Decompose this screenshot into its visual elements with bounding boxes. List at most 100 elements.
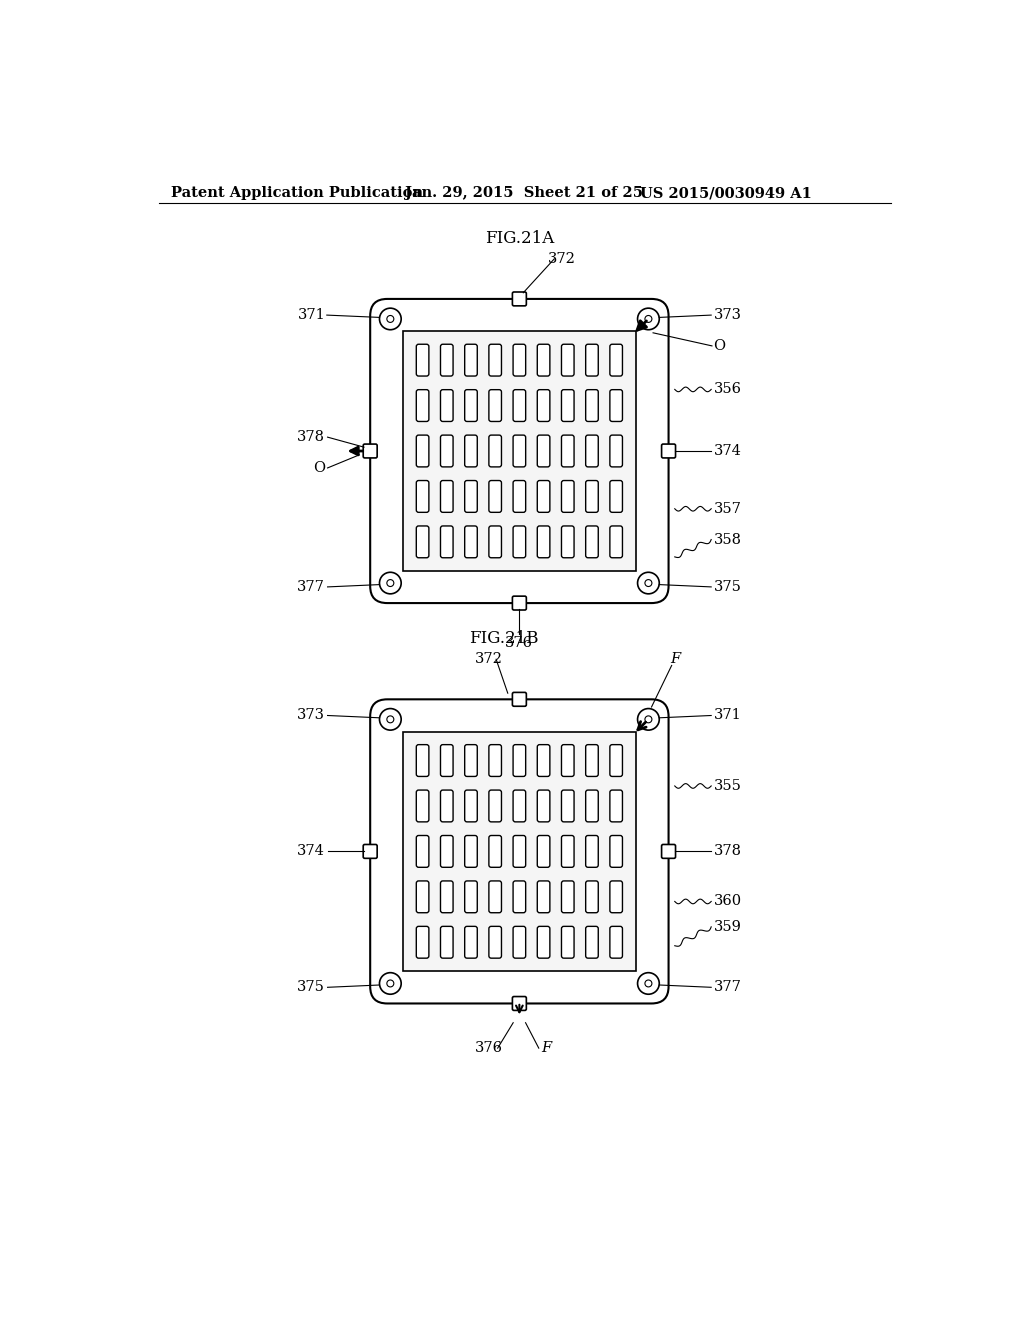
- FancyBboxPatch shape: [610, 436, 623, 467]
- FancyBboxPatch shape: [561, 927, 574, 958]
- FancyBboxPatch shape: [538, 389, 550, 421]
- FancyBboxPatch shape: [561, 345, 574, 376]
- FancyBboxPatch shape: [610, 480, 623, 512]
- FancyBboxPatch shape: [561, 389, 574, 421]
- Text: O: O: [313, 461, 326, 475]
- FancyBboxPatch shape: [371, 700, 669, 1003]
- Circle shape: [387, 979, 394, 987]
- FancyBboxPatch shape: [610, 525, 623, 558]
- FancyBboxPatch shape: [440, 389, 453, 421]
- FancyBboxPatch shape: [538, 880, 550, 912]
- FancyBboxPatch shape: [561, 836, 574, 867]
- FancyBboxPatch shape: [465, 836, 477, 867]
- FancyBboxPatch shape: [417, 927, 429, 958]
- FancyBboxPatch shape: [488, 389, 502, 421]
- FancyBboxPatch shape: [512, 693, 526, 706]
- FancyBboxPatch shape: [488, 880, 502, 912]
- FancyBboxPatch shape: [586, 525, 598, 558]
- FancyBboxPatch shape: [610, 880, 623, 912]
- FancyBboxPatch shape: [512, 292, 526, 306]
- FancyBboxPatch shape: [417, 836, 429, 867]
- FancyBboxPatch shape: [371, 298, 669, 603]
- FancyBboxPatch shape: [513, 480, 525, 512]
- FancyBboxPatch shape: [586, 880, 598, 912]
- FancyBboxPatch shape: [440, 880, 453, 912]
- FancyBboxPatch shape: [440, 345, 453, 376]
- FancyBboxPatch shape: [488, 525, 502, 558]
- Text: FIG.21B: FIG.21B: [469, 630, 539, 647]
- FancyBboxPatch shape: [488, 345, 502, 376]
- FancyBboxPatch shape: [465, 927, 477, 958]
- FancyBboxPatch shape: [417, 345, 429, 376]
- FancyBboxPatch shape: [513, 389, 525, 421]
- Text: F: F: [542, 1041, 552, 1055]
- FancyBboxPatch shape: [364, 845, 377, 858]
- FancyBboxPatch shape: [417, 880, 429, 912]
- FancyBboxPatch shape: [465, 480, 477, 512]
- FancyBboxPatch shape: [488, 480, 502, 512]
- Text: O: O: [714, 339, 726, 352]
- FancyBboxPatch shape: [465, 880, 477, 912]
- Text: Patent Application Publication: Patent Application Publication: [171, 186, 423, 201]
- Text: 371: 371: [714, 709, 741, 722]
- FancyBboxPatch shape: [586, 836, 598, 867]
- FancyBboxPatch shape: [610, 345, 623, 376]
- FancyBboxPatch shape: [417, 744, 429, 776]
- FancyBboxPatch shape: [417, 436, 429, 467]
- Text: 372: 372: [474, 652, 503, 667]
- Circle shape: [387, 715, 394, 723]
- FancyBboxPatch shape: [513, 744, 525, 776]
- FancyBboxPatch shape: [561, 525, 574, 558]
- FancyBboxPatch shape: [417, 389, 429, 421]
- Circle shape: [638, 709, 659, 730]
- Text: 376: 376: [474, 1041, 503, 1055]
- FancyBboxPatch shape: [488, 791, 502, 822]
- FancyBboxPatch shape: [610, 836, 623, 867]
- Circle shape: [380, 308, 401, 330]
- FancyBboxPatch shape: [440, 525, 453, 558]
- Text: 355: 355: [714, 779, 741, 793]
- Circle shape: [638, 973, 659, 994]
- FancyBboxPatch shape: [538, 836, 550, 867]
- FancyBboxPatch shape: [610, 389, 623, 421]
- Text: 375: 375: [714, 579, 741, 594]
- FancyBboxPatch shape: [610, 744, 623, 776]
- FancyBboxPatch shape: [586, 480, 598, 512]
- Text: F: F: [671, 652, 681, 667]
- FancyBboxPatch shape: [586, 389, 598, 421]
- Text: 374: 374: [714, 444, 741, 458]
- FancyBboxPatch shape: [586, 791, 598, 822]
- FancyBboxPatch shape: [513, 525, 525, 558]
- Circle shape: [645, 715, 652, 723]
- Circle shape: [380, 973, 401, 994]
- FancyBboxPatch shape: [586, 345, 598, 376]
- FancyBboxPatch shape: [488, 836, 502, 867]
- FancyBboxPatch shape: [440, 744, 453, 776]
- Text: 376: 376: [506, 636, 534, 651]
- Text: 357: 357: [714, 502, 741, 516]
- FancyBboxPatch shape: [488, 436, 502, 467]
- Text: Jan. 29, 2015  Sheet 21 of 25: Jan. 29, 2015 Sheet 21 of 25: [406, 186, 643, 201]
- FancyBboxPatch shape: [586, 927, 598, 958]
- FancyBboxPatch shape: [513, 345, 525, 376]
- FancyBboxPatch shape: [440, 791, 453, 822]
- FancyBboxPatch shape: [610, 791, 623, 822]
- Text: US 2015/0030949 A1: US 2015/0030949 A1: [640, 186, 811, 201]
- FancyBboxPatch shape: [538, 345, 550, 376]
- FancyBboxPatch shape: [513, 927, 525, 958]
- Circle shape: [645, 579, 652, 586]
- Bar: [402, 731, 636, 972]
- FancyBboxPatch shape: [538, 744, 550, 776]
- FancyBboxPatch shape: [465, 744, 477, 776]
- FancyBboxPatch shape: [512, 597, 526, 610]
- FancyBboxPatch shape: [364, 444, 377, 458]
- FancyBboxPatch shape: [561, 436, 574, 467]
- FancyBboxPatch shape: [662, 444, 676, 458]
- FancyBboxPatch shape: [465, 525, 477, 558]
- Circle shape: [380, 709, 401, 730]
- Text: 375: 375: [297, 981, 326, 994]
- Text: 358: 358: [714, 532, 741, 546]
- Text: 372: 372: [548, 252, 575, 265]
- FancyBboxPatch shape: [465, 345, 477, 376]
- Circle shape: [380, 573, 401, 594]
